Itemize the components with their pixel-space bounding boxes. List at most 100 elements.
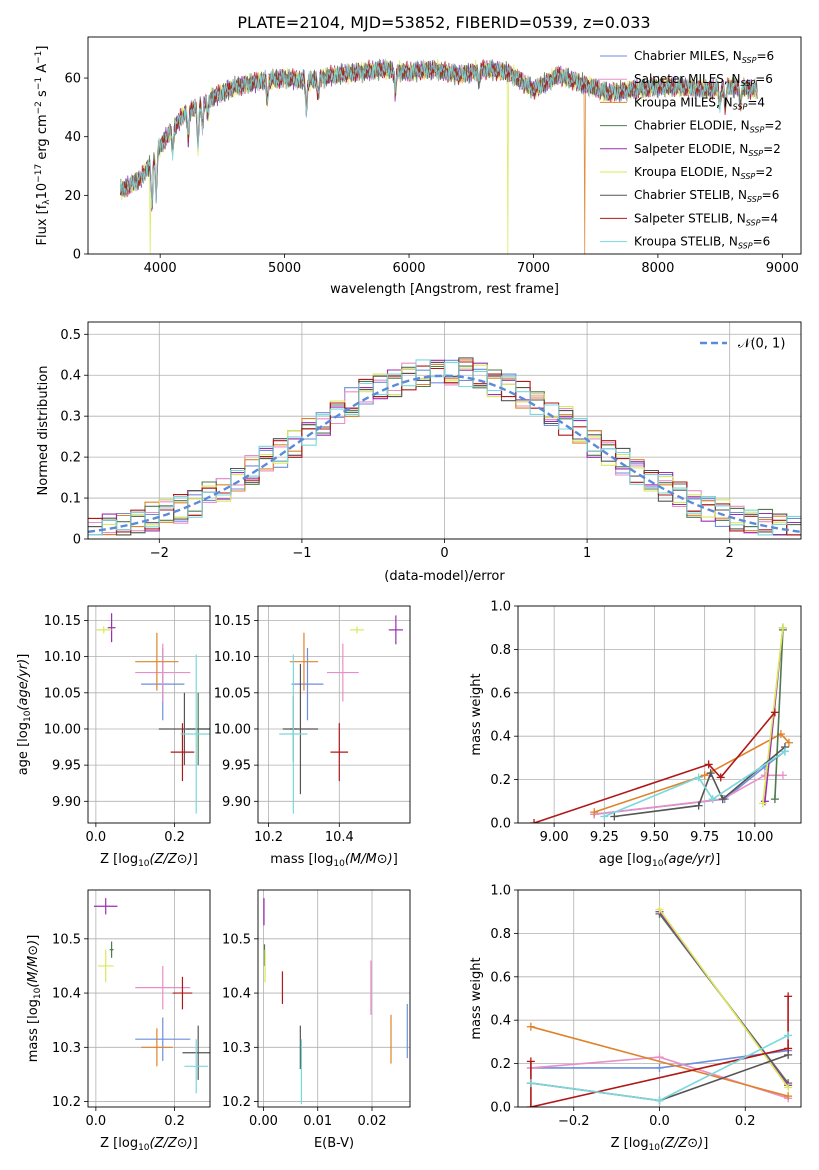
legend-label: Chabrier ELODIE, NSSP=2 bbox=[634, 119, 782, 135]
spectrum-series-8 bbox=[120, 58, 758, 207]
y-tick-label: 10.5 bbox=[52, 932, 81, 947]
axis-label: Z [log10(Z/Z⊙)] bbox=[100, 1136, 198, 1153]
x-tick-label: 2 bbox=[726, 546, 734, 561]
x-tick-label: 4000 bbox=[144, 261, 177, 276]
x-tick-label: 0.0 bbox=[86, 830, 107, 845]
legend-label: 𝒩(0, 1) bbox=[738, 337, 785, 352]
plot-frame bbox=[517, 605, 802, 824]
weight-line-series-8 bbox=[603, 750, 786, 818]
weight-line-series-1 bbox=[594, 774, 783, 816]
error-bars bbox=[279, 615, 403, 814]
y-tick-label: 0 bbox=[73, 533, 81, 548]
x-tick-label: 0.0 bbox=[86, 1114, 107, 1129]
age-vs-metallicity-panel: 0.0 0.2 9.90 9.95 10.00 10.05 10.10 10.15 Z [log… bbox=[16, 605, 211, 869]
y-tick-label: 60 bbox=[64, 72, 81, 87]
x-tick-label: 0.00 bbox=[249, 1114, 278, 1129]
plot-frame bbox=[517, 889, 802, 1108]
weight-line-series-2 bbox=[594, 733, 790, 813]
x-tick-label: −0.2 bbox=[558, 1114, 590, 1129]
legend-label: Kroupa ELODIE, NSSP=2 bbox=[634, 165, 773, 181]
weight-lines bbox=[530, 623, 793, 823]
x-tick-label: 0.2 bbox=[735, 1114, 756, 1129]
legend-label: Salpeter MILES, NSSP=6 bbox=[634, 72, 773, 88]
weight-line-series-7 bbox=[533, 711, 776, 823]
y-tick-label: 0.4 bbox=[490, 730, 511, 745]
y-tick-label: 0.0 bbox=[490, 1101, 511, 1116]
x-tick-label: 1 bbox=[583, 546, 591, 561]
histograms bbox=[88, 357, 801, 536]
plot-frame bbox=[87, 36, 802, 255]
y-tick-label: 10.10 bbox=[214, 650, 251, 665]
mass-weight-vs-metallicity-panel: −0.2 0.0 0.2 0.0 0.2 0.4 0.6 0.8 1.0 Z [log10(Z/Z… bbox=[469, 884, 802, 1153]
y-tick-label: 20 bbox=[64, 189, 81, 204]
y-tick-label: 0.1 bbox=[60, 492, 81, 507]
y-tick-label: 0.2 bbox=[60, 451, 81, 466]
spectrum-lines bbox=[120, 58, 758, 254]
y-tick-label: 10.4 bbox=[222, 987, 251, 1002]
axis-label: age [log10(age/yr)] bbox=[16, 654, 33, 776]
axis-label: mass [log10(M/M⊙)] bbox=[26, 935, 43, 1063]
legend-label: Chabrier STELIB, NSSP=6 bbox=[634, 188, 779, 204]
y-tick-label: 10.15 bbox=[214, 614, 251, 629]
x-axis-label: wavelength [Angstrom, rest frame] bbox=[330, 282, 559, 297]
x-tick-label: 10.00 bbox=[736, 830, 773, 845]
y-tick-label: 1.0 bbox=[490, 884, 511, 899]
y-tick-label: 9.90 bbox=[222, 795, 251, 810]
legend-label: Kroupa STELIB, NSSP=6 bbox=[634, 235, 770, 251]
y-tick-label: 10.2 bbox=[222, 1095, 251, 1110]
x-tick-label: 0.2 bbox=[164, 830, 185, 845]
legend-label: Salpeter ELODIE, NSSP=2 bbox=[634, 142, 781, 158]
plot-frame bbox=[87, 889, 211, 1108]
x-tick-label: 0.2 bbox=[164, 1114, 185, 1129]
axis-label: mass [log10(M/M⊙)] bbox=[270, 852, 398, 869]
x-tick-label: 0.01 bbox=[303, 1114, 332, 1129]
y-tick-label: 0.3 bbox=[60, 410, 81, 425]
weight-line-series-0 bbox=[594, 750, 786, 816]
y-tick-label: 9.90 bbox=[52, 795, 81, 810]
x-tick-label: −1 bbox=[292, 546, 311, 561]
y-tick-label: 10.00 bbox=[214, 722, 251, 737]
y-tick-label: 1.0 bbox=[490, 600, 511, 615]
y-tick-label: 9.95 bbox=[222, 759, 251, 774]
mass-vs-metallicity-panel: 0.0 0.2 10.2 10.3 10.4 10.5 Z [log10(Z/Z⊙)] mas… bbox=[26, 889, 211, 1153]
x-tick-label: 6000 bbox=[392, 261, 425, 276]
x-tick-label: 7000 bbox=[517, 261, 550, 276]
plot-frame bbox=[87, 321, 802, 540]
y-tick-label: 10.15 bbox=[44, 614, 81, 629]
x-tick-label: 9.75 bbox=[690, 830, 719, 845]
age-vs-mass-panel: 10.2 10.4 9.90 9.95 10.00 10.05 10.10 10.15 mass… bbox=[214, 605, 411, 869]
mass-vs-extinction-panel: 0.00 0.01 0.02 10.2 10.3 10.4 10.5 E(B-V) bbox=[222, 889, 411, 1151]
x-axis-label: (data-model)/error bbox=[384, 569, 505, 584]
y-axis-label: mass weight bbox=[469, 957, 484, 1039]
y-tick-label: 0.4 bbox=[60, 369, 81, 384]
y-axis-label: Flux [fλ10−17 erg cm−2 s−1 A−1] bbox=[34, 46, 52, 246]
y-tick-label: 0.8 bbox=[490, 643, 511, 658]
y-tick-label: 10.05 bbox=[214, 686, 251, 701]
y-tick-label: 0.2 bbox=[490, 1057, 511, 1072]
y-tick-label: 0.0 bbox=[490, 817, 511, 832]
y-tick-label: 10.2 bbox=[52, 1095, 81, 1110]
spectrum-panel: 4000 5000 6000 7000 8000 9000 0 20 40 60 wavelengt… bbox=[34, 36, 802, 297]
x-tick-label: 9.00 bbox=[540, 830, 569, 845]
figure-title: PLATE=2104, MJD=53852, FIBERID=0539, z=0… bbox=[237, 13, 650, 32]
weight-line-series-3 bbox=[774, 629, 784, 800]
x-tick-label: 8000 bbox=[641, 261, 674, 276]
y-tick-label: 10.3 bbox=[52, 1041, 81, 1056]
y-tick-label: 0.6 bbox=[490, 970, 511, 985]
histogram-series-8 bbox=[88, 359, 801, 536]
y-tick-label: 10.00 bbox=[44, 722, 81, 737]
y-tick-label: 9.95 bbox=[52, 759, 81, 774]
x-tick-label: 10.4 bbox=[325, 830, 354, 845]
x-tick-label: 10.2 bbox=[254, 830, 283, 845]
y-tick-label: 0.2 bbox=[490, 773, 511, 788]
x-tick-label: 0.02 bbox=[358, 1114, 387, 1129]
error-bars bbox=[95, 613, 210, 814]
y-tick-label: 10.05 bbox=[44, 686, 81, 701]
residual-histogram-panel: −2 −1 0 1 2 0 0.1 0.2 0.3 0.4 0.5 (data-model)/erro… bbox=[36, 321, 802, 584]
y-tick-label: 0 bbox=[73, 248, 81, 263]
plot-frame bbox=[257, 605, 411, 824]
y-tick-label: 10.4 bbox=[52, 987, 81, 1002]
legend-label: Chabrier MILES, NSSP=6 bbox=[634, 49, 774, 65]
normal-curve bbox=[88, 374, 801, 533]
y-tick-label: 0.8 bbox=[490, 927, 511, 942]
